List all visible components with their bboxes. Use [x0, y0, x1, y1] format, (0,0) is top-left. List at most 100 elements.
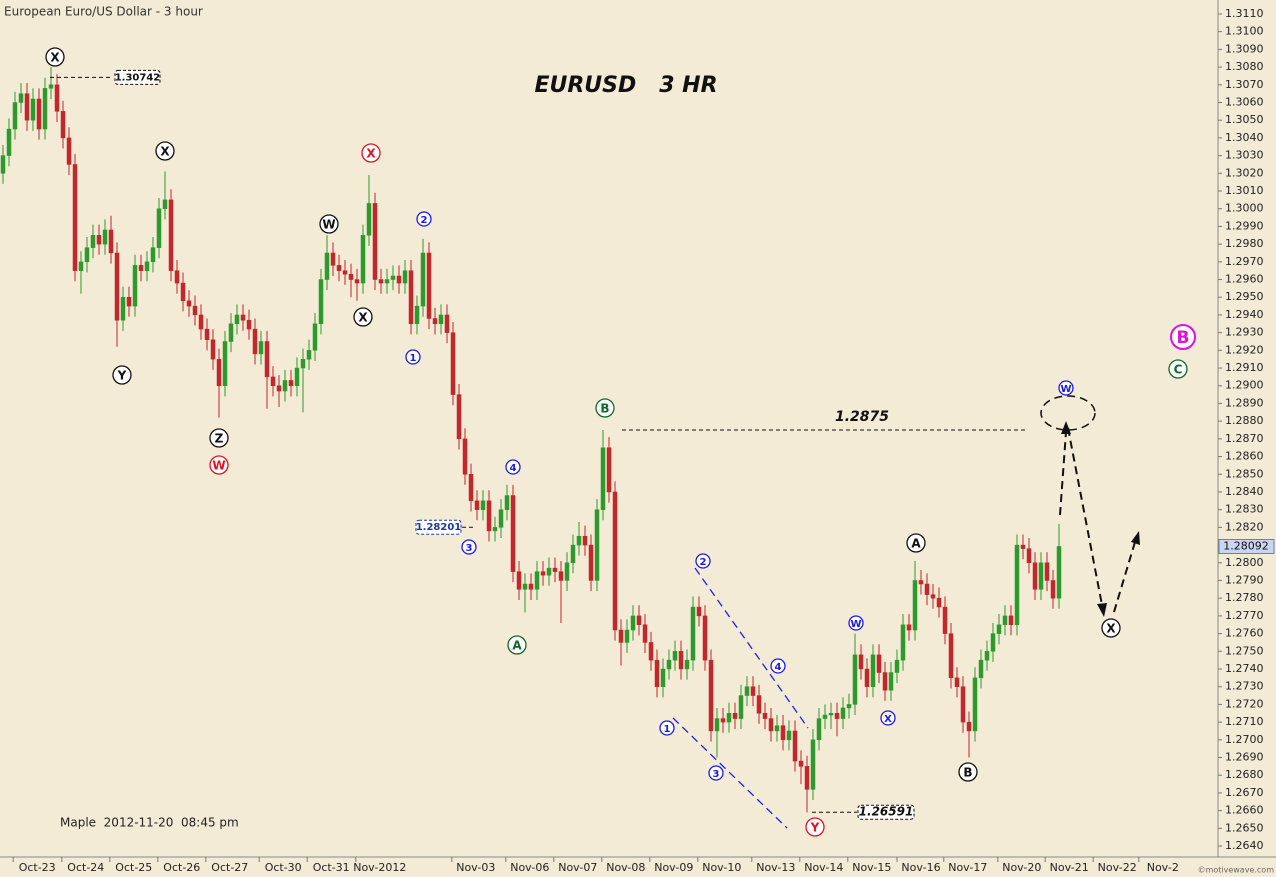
- y-tick-label: 1.2890: [1225, 396, 1264, 409]
- wave-label: 2: [700, 557, 707, 568]
- wave-circle: [880, 710, 896, 726]
- candle-body: [126, 296, 132, 307]
- y-tick-label: 1.3100: [1225, 25, 1264, 38]
- x-tick-label: Nov-22: [1098, 861, 1137, 874]
- wave-label: Y: [810, 821, 820, 835]
- y-tick-label: 1.2900: [1225, 379, 1264, 392]
- candle-body: [120, 296, 126, 321]
- candle-body: [504, 495, 510, 510]
- candle-body: [642, 624, 648, 643]
- candle-body: [336, 265, 342, 271]
- candle-body: [210, 339, 216, 360]
- x-tick-label: Nov-14: [804, 861, 843, 874]
- arrow-heads: [1061, 421, 1140, 617]
- candle-body: [900, 624, 906, 661]
- candle-body: [648, 642, 654, 661]
- level-box: [857, 804, 915, 820]
- x-tick-label: Nov-08: [606, 861, 645, 874]
- x-tick-label: Oct-27: [211, 861, 248, 874]
- candle-body: [270, 376, 276, 386]
- candle-body: [132, 265, 138, 307]
- candle-body: [864, 668, 870, 687]
- candle-body: [24, 93, 30, 121]
- y-tick-label: 1.2750: [1225, 644, 1264, 657]
- candle-body: [1050, 580, 1056, 599]
- wave-label: Z: [215, 432, 224, 446]
- candle-body: [1056, 546, 1062, 599]
- arrow-head: [1097, 603, 1107, 617]
- candle-body: [186, 300, 192, 307]
- level-box: [114, 69, 161, 85]
- y-tick-label: 1.2980: [1225, 237, 1264, 250]
- candle-body: [78, 261, 84, 271]
- candle-body: [474, 500, 480, 510]
- y-tick-label: 1.2720: [1225, 697, 1264, 710]
- wave-circle: [209, 455, 229, 475]
- candle-body: [918, 580, 924, 585]
- wave-circle: [958, 762, 978, 782]
- arrow-head: [1131, 531, 1140, 545]
- candle-body: [858, 654, 864, 670]
- y-tick-label: 1.2760: [1225, 627, 1264, 640]
- wave-circle: [805, 817, 825, 837]
- trend-line: [694, 567, 809, 729]
- annotations: [672, 395, 1136, 829]
- candle-body: [654, 659, 660, 687]
- last-price-label: 1.28092: [1223, 539, 1269, 552]
- arrow-head: [1061, 421, 1071, 434]
- wave-label: W: [322, 218, 335, 232]
- candle-body: [852, 654, 858, 705]
- candle-body: [906, 624, 912, 631]
- y-tick-label: 1.2850: [1225, 467, 1264, 480]
- candle-body: [342, 270, 348, 275]
- y-tick-label: 1.2840: [1225, 485, 1264, 498]
- candle-body: [6, 128, 12, 156]
- candle-body: [534, 571, 540, 590]
- candle-body: [870, 654, 876, 687]
- last-price-box: [1218, 538, 1275, 554]
- candle-body: [36, 98, 42, 130]
- candle-body: [396, 275, 402, 284]
- x-tick-label: Oct-30: [265, 861, 302, 874]
- x-tick-label: Nov-06: [510, 861, 549, 874]
- y-tick-label: 1.2770: [1225, 609, 1264, 622]
- wave-label: Y: [117, 369, 127, 383]
- x-tick-label: Oct-26: [163, 861, 200, 874]
- x-tick-label: Nov-17: [948, 861, 987, 874]
- candle-body: [768, 718, 774, 732]
- candle-body: [750, 686, 756, 696]
- candle-body: [600, 447, 606, 510]
- candle-body: [246, 319, 252, 330]
- y-tick-label: 1.3000: [1225, 202, 1264, 215]
- y-tick-label: 1.3030: [1225, 149, 1264, 162]
- y-tick-label: 1.2800: [1225, 556, 1264, 569]
- candle-body: [486, 500, 492, 532]
- candle-body: [570, 544, 576, 564]
- y-tick-label: 1.3070: [1225, 78, 1264, 91]
- y-tick-label: 1.2790: [1225, 573, 1264, 586]
- wave-label: X: [50, 51, 60, 65]
- wave-circle: [770, 658, 786, 674]
- y-tick-label: 1.2940: [1225, 308, 1264, 321]
- candle-body: [924, 583, 930, 595]
- y-tick-label: 1.2640: [1225, 839, 1264, 852]
- wave-circle: [695, 553, 711, 569]
- candle-body: [258, 341, 264, 355]
- candle-body: [150, 247, 156, 263]
- y-tick-label: 1.3050: [1225, 113, 1264, 126]
- candle-body: [786, 730, 792, 741]
- candle-body: [540, 571, 546, 576]
- candle-body: [594, 509, 600, 581]
- y-tick-label: 1.3080: [1225, 60, 1264, 73]
- y-tick-label: 1.2910: [1225, 361, 1264, 374]
- candle-body: [690, 606, 696, 661]
- candle-body: [240, 314, 246, 321]
- candle-body: [378, 279, 384, 284]
- candle-body: [972, 677, 978, 732]
- wave-label: 3: [713, 769, 720, 780]
- y-tick-label: 1.2740: [1225, 662, 1264, 675]
- candle-body: [222, 341, 228, 386]
- candle-body: [168, 199, 174, 271]
- candle-body: [324, 252, 330, 280]
